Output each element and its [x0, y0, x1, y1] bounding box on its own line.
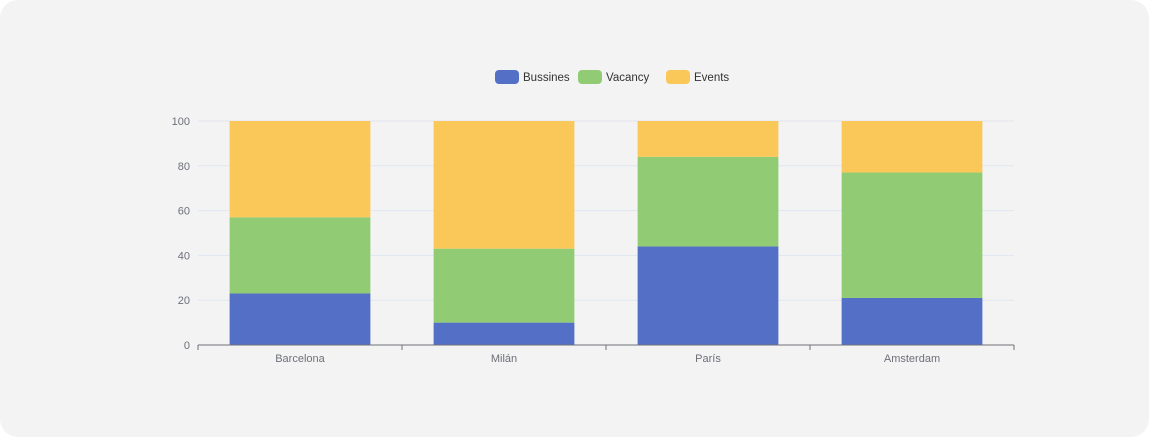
x-tick-label: Milán	[491, 353, 517, 365]
legend-item-vacancy[interactable]: Vacancy	[578, 70, 650, 84]
bar-bussines-barcelona[interactable]	[229, 293, 371, 345]
bar-vacancy-barcelona[interactable]	[229, 217, 371, 294]
bar-events-milán[interactable]	[433, 121, 575, 249]
legend-item-events[interactable]: Events	[666, 70, 729, 84]
axes: 0 20 40 60 80 100 Barcelona Milán París Amsterdam	[172, 116, 1015, 365]
y-tick-label: 0	[184, 340, 190, 352]
bar-bussines-parís[interactable]	[637, 246, 779, 345]
y-tick-label: 40	[178, 250, 190, 262]
legend-swatch	[495, 70, 519, 84]
x-tick-label: París	[695, 353, 721, 365]
legend-label: Events	[694, 72, 729, 84]
y-tick-label: 20	[178, 295, 190, 307]
legend-swatch	[666, 70, 690, 84]
x-tick-label: Barcelona	[275, 353, 325, 365]
y-tick-label: 100	[172, 116, 190, 128]
y-tick-label: 80	[178, 161, 190, 173]
x-tick-label: Amsterdam	[884, 353, 940, 365]
legend-label: Bussines	[523, 72, 570, 84]
bar-events-parís[interactable]	[637, 121, 779, 157]
bar-vacancy-parís[interactable]	[637, 156, 779, 247]
bar-bussines-milán[interactable]	[433, 322, 575, 345]
bar-vacancy-amsterdam[interactable]	[841, 172, 983, 298]
bar-group	[229, 121, 983, 345]
chart-legend: Bussines Vacancy Events	[495, 70, 729, 84]
legend-item-bussines[interactable]: Bussines	[495, 70, 570, 84]
bar-events-barcelona[interactable]	[229, 121, 371, 218]
legend-label: Vacancy	[606, 72, 650, 84]
y-tick-label: 60	[178, 206, 190, 218]
legend-swatch	[578, 70, 602, 84]
bar-vacancy-milán[interactable]	[433, 248, 575, 323]
bar-bussines-amsterdam[interactable]	[841, 297, 983, 345]
bar-events-amsterdam[interactable]	[841, 121, 983, 173]
